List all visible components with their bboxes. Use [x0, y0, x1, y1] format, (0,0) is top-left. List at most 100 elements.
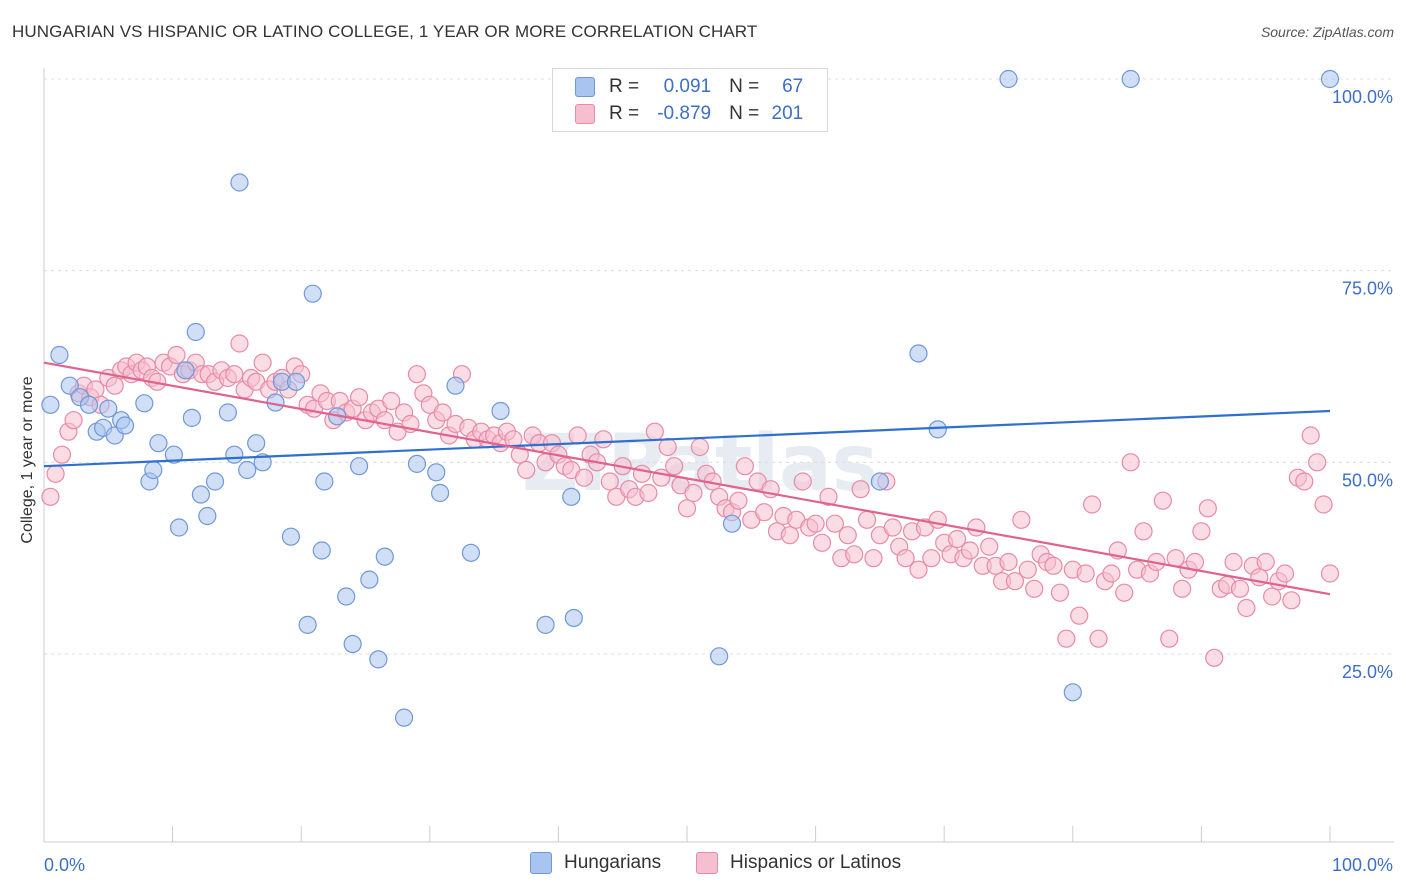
- hungarian-point: [281, 527, 301, 546]
- hispanic-point: [825, 514, 844, 533]
- y-axis-label: College, 1 year or more: [19, 376, 36, 544]
- y-tick-label: 25.0%: [1342, 662, 1393, 682]
- x-tick-label: 100.0%: [1332, 855, 1393, 875]
- hungarian-point: [312, 541, 331, 560]
- hispanic-point: [1230, 579, 1250, 598]
- hungarian-point: [999, 69, 1018, 89]
- hispanic-point: [1308, 453, 1327, 472]
- hispanic-point: [632, 464, 652, 483]
- legend-item-hispanics[interactable]: Hispanics or Latinos: [696, 852, 901, 874]
- hungarian-point: [407, 454, 427, 473]
- hispanic-point: [1282, 591, 1301, 610]
- hispanic-point: [1057, 629, 1076, 648]
- hungarian-point: [253, 453, 272, 472]
- y-tick-label: 50.0%: [1342, 470, 1393, 490]
- hispanic-point: [896, 549, 915, 568]
- hispanic-point: [947, 529, 967, 549]
- hungarian-point: [186, 322, 205, 342]
- hispanic-point: [658, 437, 677, 457]
- hungarian-point: [1063, 683, 1082, 702]
- hungarian-point: [298, 615, 317, 634]
- hispanic-point: [1295, 472, 1314, 491]
- hungarian-point: [286, 372, 306, 391]
- hungarian-trend-line: [43, 409, 1331, 468]
- hispanic-point: [433, 403, 452, 422]
- legend-swatch-hungarians: [575, 77, 595, 97]
- hungarian-point: [198, 506, 217, 526]
- hungarian-point: [909, 344, 928, 363]
- hispanic-point: [967, 518, 986, 537]
- legend-n-label: N =: [729, 103, 760, 124]
- hispanic-point: [230, 334, 249, 353]
- hispanic-point: [838, 526, 857, 545]
- hispanic-point: [167, 345, 186, 365]
- hungarian-point: [79, 395, 99, 414]
- hungarian-point: [394, 708, 414, 727]
- hungarian-point: [430, 483, 450, 503]
- hungarian-point: [360, 570, 379, 589]
- hungarian-point: [870, 472, 890, 491]
- hungarian-point: [176, 361, 195, 380]
- hungarian-point: [722, 514, 742, 533]
- hispanic-point: [1314, 495, 1333, 514]
- hispanic-point: [1005, 572, 1025, 591]
- hungarian-point: [461, 543, 481, 562]
- series-legend: Hungarians Hispanics or Latinos: [0, 852, 1406, 878]
- hungarian-point: [115, 416, 135, 435]
- legend-r-value: -0.879: [657, 103, 712, 124]
- hungarian-point: [225, 445, 244, 464]
- hispanic-point: [806, 514, 825, 533]
- legend-r-label: R =: [609, 103, 640, 124]
- hispanic-point: [225, 365, 244, 384]
- hungarian-point: [562, 487, 581, 506]
- hispanic-point: [793, 472, 812, 491]
- hispanic-point: [1192, 522, 1211, 541]
- hispanic-point: [1050, 583, 1070, 602]
- y-tick-label: 75.0%: [1342, 279, 1393, 299]
- hispanic-point: [857, 510, 877, 529]
- hispanic-point: [1115, 583, 1134, 602]
- hungarian-point: [191, 485, 210, 504]
- hispanic-point: [864, 549, 883, 568]
- hispanic-point: [1070, 606, 1089, 625]
- hispanic-point: [684, 483, 703, 503]
- hispanic-point: [600, 472, 619, 491]
- hispanic-point: [735, 457, 754, 476]
- legend-swatch-hispanics: [696, 852, 718, 874]
- hispanic-point: [41, 487, 60, 506]
- legend-item-hungarians[interactable]: Hungarians: [530, 852, 661, 874]
- hispanic-point: [517, 460, 536, 480]
- hispanic-point: [812, 533, 832, 552]
- hispanic-point: [1263, 587, 1282, 606]
- source-label: Source: ZipAtlas.com: [1260, 24, 1394, 40]
- hungarian-point: [303, 284, 322, 303]
- hispanic-point: [1153, 491, 1172, 510]
- legend-swatch-hispanics: [575, 104, 595, 124]
- hispanic-point: [1089, 629, 1108, 648]
- hungarian-point: [238, 460, 257, 480]
- hispanic-point: [1121, 453, 1140, 472]
- hungarian-point: [218, 403, 237, 422]
- legend-n-value: 67: [782, 76, 804, 97]
- hispanic-point: [1025, 579, 1044, 598]
- hispanic-point: [349, 388, 369, 407]
- hispanic-point: [1320, 564, 1340, 583]
- hispanic-point: [999, 552, 1018, 572]
- hispanic-point: [1082, 495, 1102, 514]
- hungarian-point: [169, 518, 189, 537]
- hispanic-point: [1134, 522, 1153, 541]
- hispanic-point: [665, 457, 684, 476]
- hispanic-point: [105, 376, 124, 395]
- legend-r-value: 0.091: [663, 76, 712, 97]
- hispanic-point: [928, 510, 947, 529]
- hungarian-point: [343, 634, 362, 654]
- hungarian-point: [491, 401, 510, 421]
- hispanic-point: [780, 526, 799, 545]
- hungarian-point: [928, 420, 947, 439]
- hispanic-point: [1301, 426, 1320, 445]
- hungarian-point: [149, 434, 168, 453]
- hispanic-point: [64, 411, 83, 430]
- hispanic-point: [382, 391, 401, 411]
- hispanic-point: [568, 426, 587, 445]
- hungarian-point: [710, 647, 729, 666]
